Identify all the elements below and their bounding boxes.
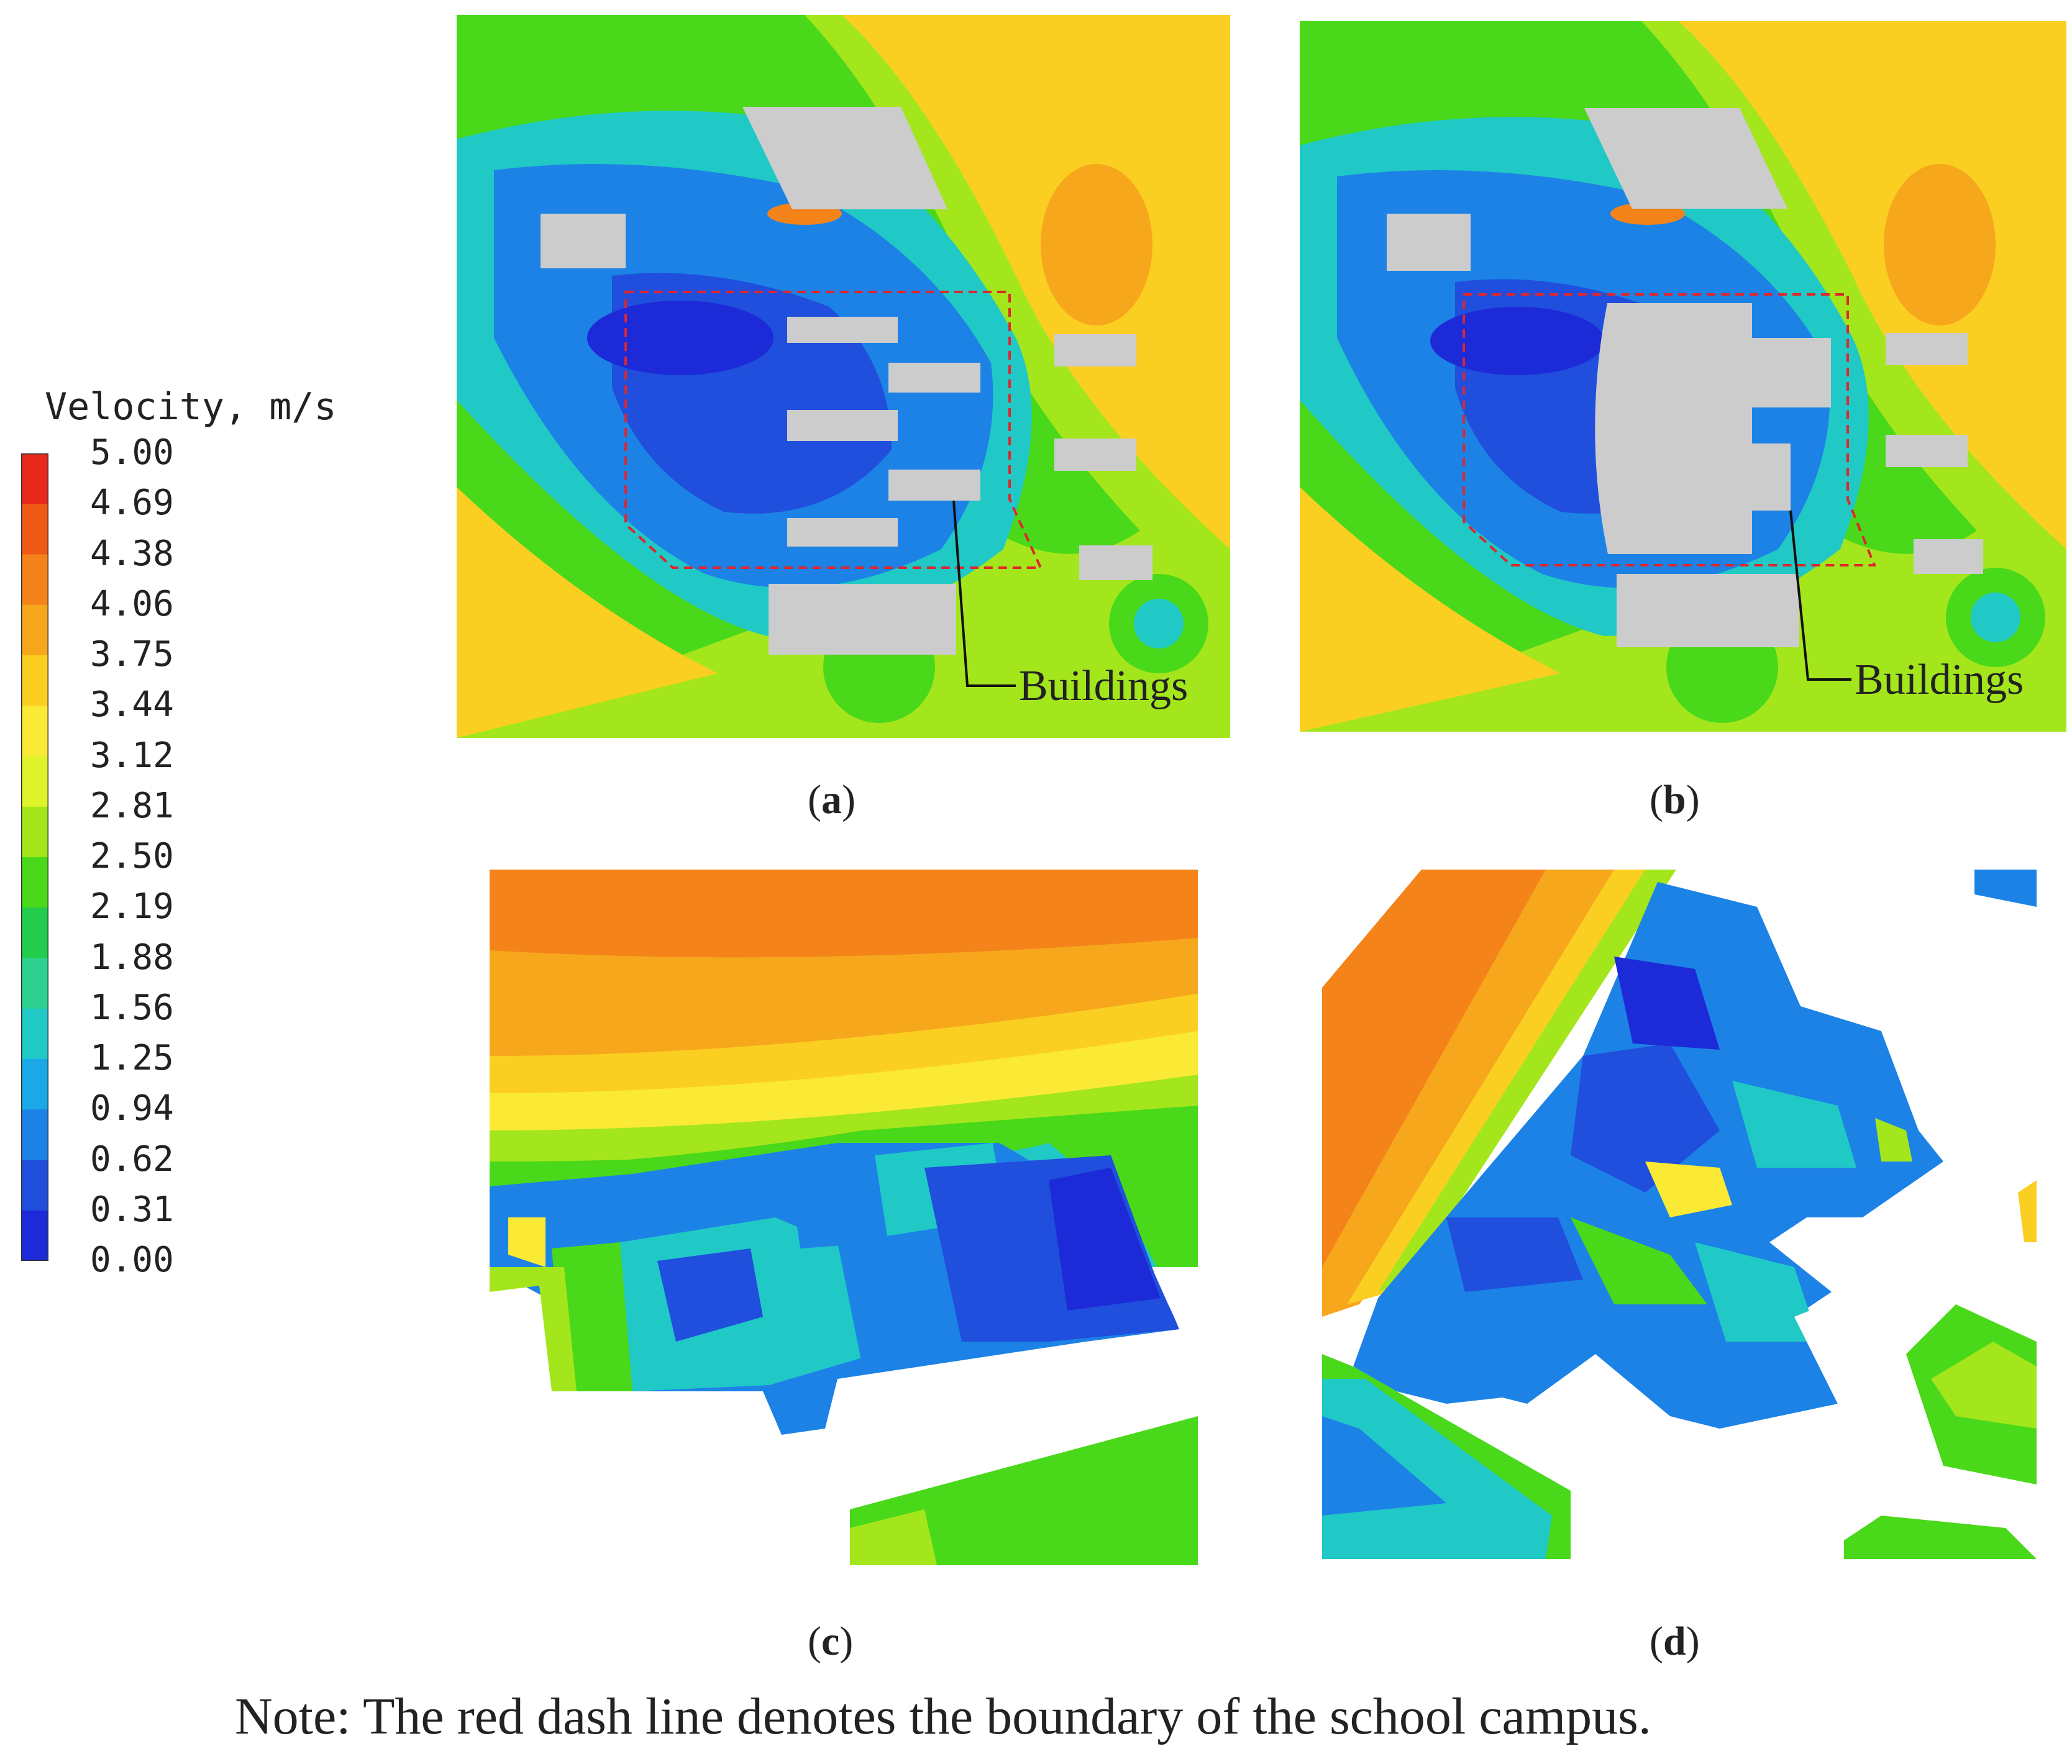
campus-boundary-b <box>1463 293 1876 566</box>
legend-tick-label: 1.25 <box>90 1038 174 1078</box>
velocity-map-a: Buildings <box>457 15 1230 738</box>
legend-tick-label: 1.56 <box>90 987 174 1028</box>
panel-b-caption: (b) <box>1650 777 1700 822</box>
legend-tick-label: 3.44 <box>90 684 174 725</box>
color-bar-cell <box>21 1008 48 1060</box>
legend-tick-label: 4.69 <box>90 483 174 524</box>
color-bar-cell <box>21 1160 48 1211</box>
buildings-label-b: Buildings <box>1855 656 2024 704</box>
legend-tick-label: 3.12 <box>90 735 174 776</box>
color-bar-cell <box>21 958 48 1009</box>
figure-note: Note: The red dash line denotes the boun… <box>235 1688 1651 1745</box>
color-bar-cell <box>21 554 48 606</box>
color-bar-cell <box>21 1109 48 1160</box>
panel-a-caption: (a) <box>808 777 856 822</box>
panel-d-caption: (d) <box>1650 1619 1700 1664</box>
legend-tick-label: 2.19 <box>90 886 174 927</box>
velocity-3d-view-c <box>490 870 1198 1565</box>
legend-tick-label: 3.75 <box>90 634 174 675</box>
color-bar-cell <box>21 756 48 807</box>
color-bar-cell <box>21 655 48 706</box>
color-bar-cell <box>21 504 48 555</box>
legend-tick-label: 2.81 <box>90 785 174 826</box>
color-bar-cell <box>21 453 48 504</box>
color-bar-cell <box>21 907 48 958</box>
legend-tick-label: 0.62 <box>90 1139 174 1180</box>
legend-tick-label: 1.88 <box>90 937 174 978</box>
color-bar-cell <box>21 806 48 858</box>
color-bar-cell <box>21 706 48 757</box>
legend-tick-label: 0.00 <box>90 1240 174 1280</box>
buildings-label-a: Buildings <box>1019 662 1188 710</box>
panel-c-caption: (c) <box>808 1619 854 1664</box>
color-bar-cell <box>21 857 48 908</box>
color-bar-cell <box>21 1059 48 1110</box>
legend-tick-label: 4.38 <box>90 533 174 574</box>
legend-tick-label: 2.50 <box>90 836 174 876</box>
legend-tick-label: 0.31 <box>90 1189 174 1230</box>
legend-tick-label: 5.00 <box>90 432 174 473</box>
velocity-map-b: Buildings <box>1300 21 2066 732</box>
color-bar-cell <box>21 1210 48 1261</box>
color-bar <box>21 453 48 1261</box>
legend-title: Velocity, m/s <box>45 385 337 429</box>
color-bar-cell <box>21 604 48 656</box>
legend-tick-label: 0.94 <box>90 1088 174 1129</box>
velocity-3d-view-d <box>1322 870 2037 1559</box>
legend-tick-label: 4.06 <box>90 583 174 624</box>
